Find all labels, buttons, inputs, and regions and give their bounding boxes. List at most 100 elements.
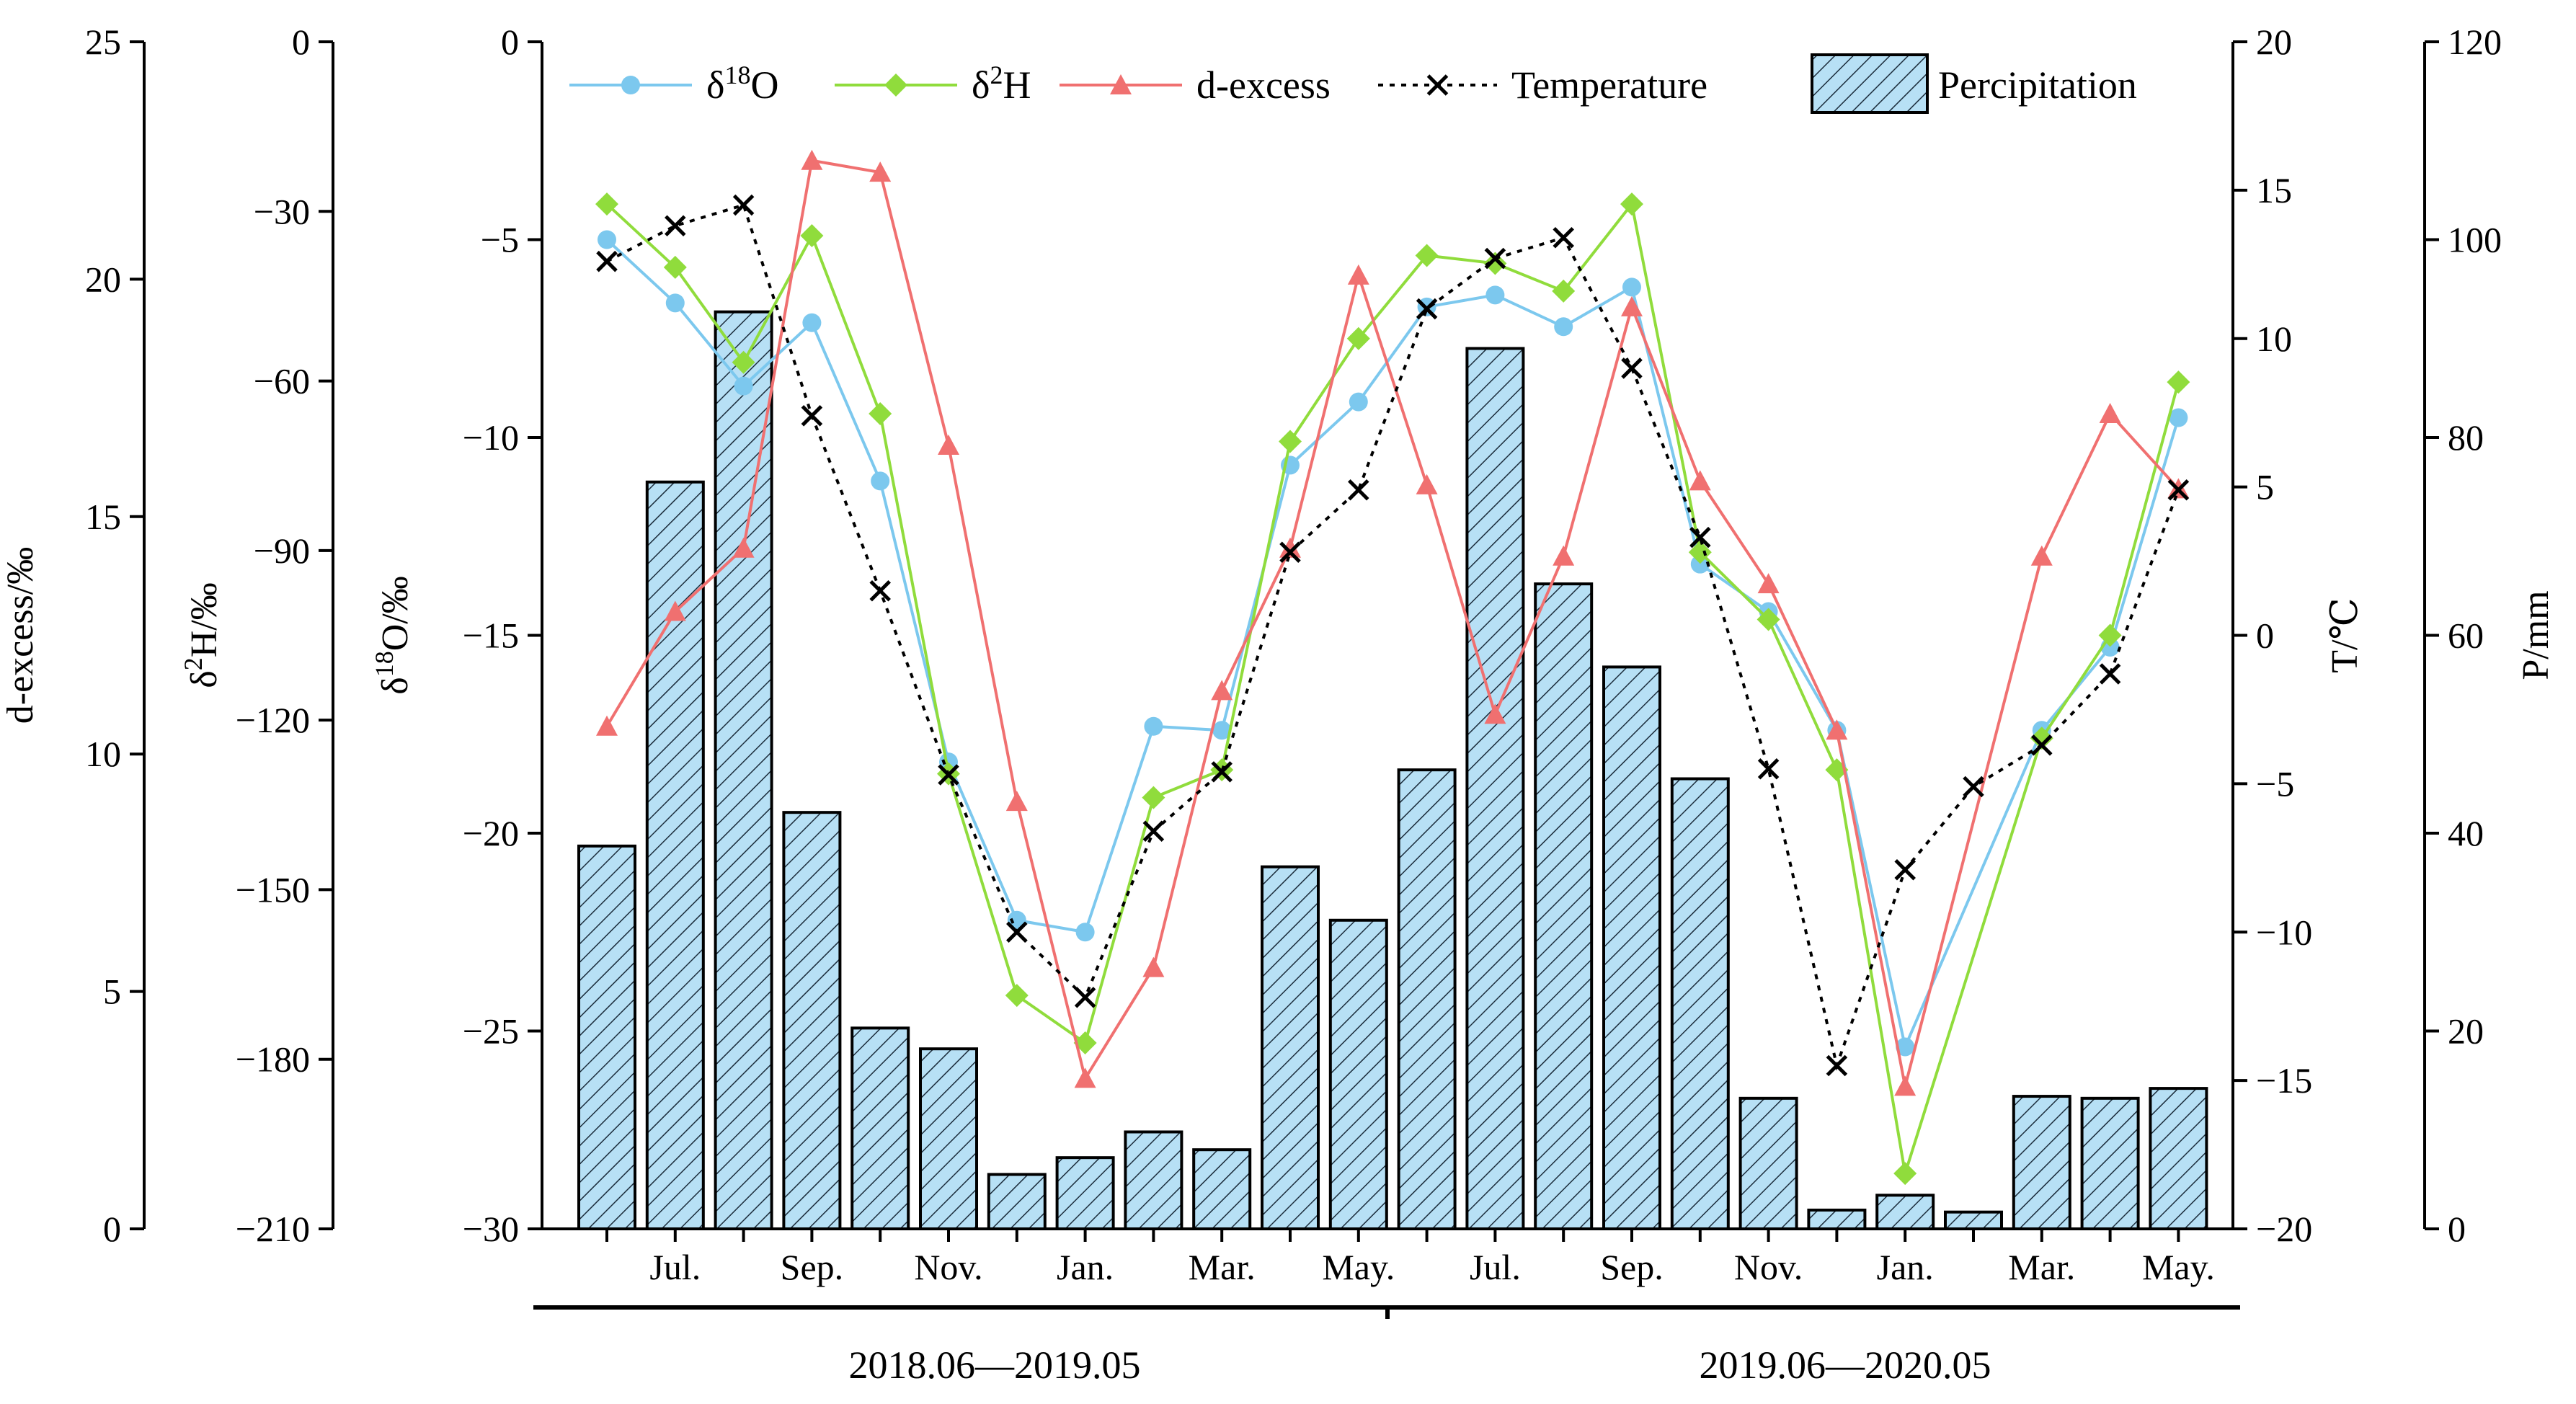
data-point <box>1211 761 1233 783</box>
data-point-stroke <box>596 250 618 272</box>
data-point <box>1757 758 1780 780</box>
x-axis: Jul. Sep. Nov. Jan. Mar. May. Jul. Sep. Nov. Jan.… <box>542 1227 2233 1287</box>
data-point <box>2167 479 2190 501</box>
data-point <box>2167 370 2190 394</box>
data-point <box>2169 408 2188 427</box>
data-point <box>1483 252 1507 275</box>
data-point <box>1688 541 1712 564</box>
tick-label: −60 <box>254 361 310 401</box>
data-point <box>1212 721 1232 740</box>
series-line <box>605 159 2180 1087</box>
data-point <box>1074 1067 1096 1088</box>
data-point <box>664 600 686 621</box>
data-point <box>1144 716 1163 736</box>
precipitation-bar <box>782 811 842 1230</box>
data-point <box>1621 357 1643 379</box>
data-point <box>1553 545 1575 566</box>
x-tick-label: Jul. <box>1470 1247 1521 1287</box>
data-point <box>732 350 755 374</box>
axis-title: δ18O/‰ <box>370 576 416 695</box>
data-point <box>1279 430 1302 453</box>
data-point-stroke <box>938 764 959 786</box>
data-point <box>598 230 616 249</box>
data-point <box>1484 247 1506 270</box>
data-point <box>1074 987 1096 1008</box>
data-point-stroke <box>1553 226 1574 249</box>
data-point <box>938 434 959 455</box>
legend-swatch <box>1811 53 1929 114</box>
tick-label: 0 <box>292 22 310 62</box>
data-point <box>1348 479 1369 501</box>
data-point-stroke <box>1211 761 1233 783</box>
data-point <box>1894 859 1916 881</box>
axis-temp: −20 −15 −10 −5 0 5 10 15 20 T/℃ <box>2231 22 2366 1249</box>
data-point <box>938 764 959 786</box>
data-point <box>1426 74 1449 96</box>
data-point <box>1347 264 1369 285</box>
legend-label: Percipitation <box>1938 63 2137 107</box>
x-tick-label: Nov. <box>1734 1247 1803 1287</box>
data-point-stroke <box>1348 479 1369 501</box>
precipitation-bar <box>1124 1130 1183 1230</box>
legend-label: δ18O <box>706 61 778 107</box>
data-point-stroke <box>1894 859 1916 881</box>
data-point <box>869 161 892 182</box>
precipitation-bar <box>1807 1208 1867 1230</box>
data-point-stroke <box>1689 526 1711 548</box>
precipitation-bar <box>1738 1096 1798 1230</box>
tick-label: −15 <box>463 616 519 656</box>
data-point <box>596 715 618 736</box>
data-point <box>801 405 823 427</box>
axis-title: d-excess/‰ <box>0 547 41 724</box>
precipitation-bar <box>1261 865 1320 1231</box>
data-point <box>1552 279 1576 303</box>
tick-label: −10 <box>463 417 519 458</box>
data-point <box>1073 1031 1097 1054</box>
precipitation-bar <box>1670 777 1730 1230</box>
data-point <box>1416 474 1438 494</box>
data-point <box>1279 537 1301 558</box>
tick-label: 10 <box>2256 319 2292 359</box>
data-point <box>1142 956 1165 977</box>
tick-label: −210 <box>236 1209 310 1249</box>
data-point <box>1006 921 1028 943</box>
data-point-stroke <box>2099 663 2121 685</box>
data-point <box>1826 1054 1848 1077</box>
legend: δ18O δ2H d-excess Temperature Percipitation <box>569 53 2137 114</box>
tick-label: −20 <box>2256 1209 2312 1249</box>
tick-label: −30 <box>254 191 310 231</box>
tick-label: 80 <box>2448 417 2484 458</box>
data-point <box>734 376 753 396</box>
data-point <box>1893 1162 1917 1186</box>
data-point <box>1622 277 1641 297</box>
x-tick-label: Jul. <box>649 1247 701 1287</box>
data-point <box>732 194 755 216</box>
data-point <box>1142 786 1165 809</box>
series-lines <box>595 149 2190 1186</box>
data-point <box>2099 663 2121 685</box>
tick-label: −15 <box>2256 1060 2312 1101</box>
axis-title: δ2H/‰ <box>179 582 225 688</box>
data-point <box>1346 326 1370 350</box>
tick-label: −90 <box>254 530 310 571</box>
data-point-stroke <box>1963 776 1984 798</box>
data-point-stroke <box>1757 758 1780 780</box>
axis-d2h: −210 −180 −150 −120 −90 −60 −30 0 δ2H/‰ <box>179 22 334 1249</box>
data-point-stroke <box>2167 479 2190 501</box>
axis-title: T/℃ <box>2324 597 2366 672</box>
data-point <box>869 402 892 426</box>
x-tick-label: Mar. <box>2008 1247 2075 1287</box>
data-point <box>1756 608 1780 631</box>
precipitation-bar <box>1055 1156 1115 1231</box>
precipitation-bar <box>1875 1194 1935 1230</box>
data-point <box>1211 680 1233 701</box>
data-point <box>596 250 618 272</box>
data-point <box>665 215 686 237</box>
tick-label: 5 <box>103 972 121 1012</box>
data-point-stroke <box>2031 734 2053 756</box>
data-point-stroke <box>869 579 891 602</box>
data-point <box>2098 623 2122 647</box>
tick-label: −150 <box>236 869 310 910</box>
data-point <box>1554 317 1573 337</box>
precipitation-bar <box>987 1173 1047 1230</box>
